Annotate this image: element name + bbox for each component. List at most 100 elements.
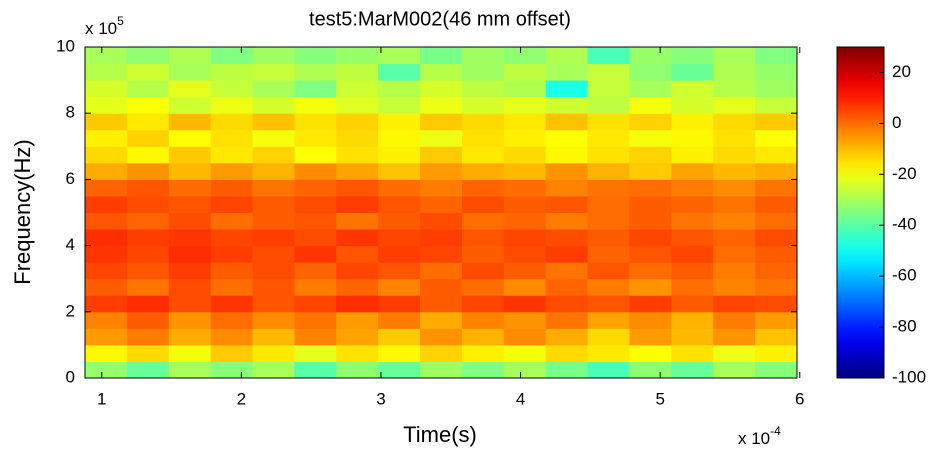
cell bbox=[629, 80, 672, 98]
cell bbox=[755, 278, 798, 296]
cell bbox=[378, 361, 421, 379]
cell bbox=[378, 328, 421, 346]
cell bbox=[126, 344, 170, 362]
cell bbox=[629, 179, 672, 197]
chart-title: test5:MarM002(46 mm offset) bbox=[309, 8, 571, 30]
cell bbox=[503, 162, 547, 180]
cell bbox=[126, 361, 170, 379]
cell bbox=[126, 129, 170, 147]
cell bbox=[755, 361, 798, 379]
cell bbox=[587, 80, 630, 98]
cell bbox=[210, 262, 254, 280]
cell bbox=[587, 113, 630, 131]
cell bbox=[126, 47, 170, 65]
cell bbox=[671, 96, 714, 114]
cell bbox=[336, 47, 379, 65]
cell bbox=[671, 229, 714, 247]
cell bbox=[294, 361, 337, 379]
cell bbox=[85, 262, 128, 280]
cell bbox=[755, 212, 798, 230]
x-tick-label: 4 bbox=[516, 389, 525, 408]
cell bbox=[671, 245, 714, 263]
cell bbox=[755, 245, 798, 263]
cell bbox=[461, 212, 505, 230]
cell bbox=[378, 311, 421, 329]
cell bbox=[671, 328, 714, 346]
cell bbox=[210, 195, 254, 213]
cell bbox=[378, 195, 421, 213]
cell bbox=[503, 179, 547, 197]
cell bbox=[168, 344, 212, 362]
cell bbox=[671, 361, 714, 379]
cell bbox=[503, 47, 547, 65]
cell bbox=[503, 195, 547, 213]
cell bbox=[126, 328, 170, 346]
cell bbox=[126, 311, 170, 329]
cell bbox=[503, 63, 547, 81]
cell bbox=[294, 229, 337, 247]
cell bbox=[420, 295, 463, 313]
cell bbox=[713, 295, 756, 313]
cell bbox=[587, 179, 630, 197]
cell bbox=[252, 96, 295, 114]
cell bbox=[252, 328, 295, 346]
cell bbox=[545, 212, 589, 230]
cell bbox=[336, 245, 379, 263]
cell bbox=[168, 262, 212, 280]
cell bbox=[336, 146, 379, 164]
cell bbox=[545, 262, 589, 280]
cell bbox=[336, 361, 379, 379]
cell bbox=[210, 311, 254, 329]
x-tick-label: 1 bbox=[97, 389, 106, 408]
x-multiplier-exp: -4 bbox=[770, 424, 781, 438]
cell bbox=[545, 344, 589, 362]
cell bbox=[503, 245, 547, 263]
cell bbox=[503, 80, 547, 98]
cell bbox=[420, 129, 463, 147]
cell bbox=[713, 47, 756, 65]
cell bbox=[252, 311, 295, 329]
cell bbox=[420, 113, 463, 131]
cell bbox=[126, 146, 170, 164]
cell bbox=[168, 278, 212, 296]
cell bbox=[671, 162, 714, 180]
cell bbox=[420, 311, 463, 329]
cell bbox=[545, 129, 589, 147]
cell bbox=[336, 96, 379, 114]
cell bbox=[252, 361, 295, 379]
cell bbox=[420, 262, 463, 280]
cell bbox=[755, 344, 798, 362]
cell bbox=[378, 80, 421, 98]
cell bbox=[587, 47, 630, 65]
cell bbox=[378, 47, 421, 65]
cell bbox=[503, 96, 547, 114]
cell bbox=[587, 195, 630, 213]
cell bbox=[420, 146, 463, 164]
cell bbox=[126, 245, 170, 263]
cell bbox=[85, 245, 128, 263]
cell bbox=[85, 295, 128, 313]
cell bbox=[210, 146, 254, 164]
cell bbox=[168, 328, 212, 346]
cell bbox=[461, 278, 505, 296]
cell bbox=[671, 212, 714, 230]
y-multiplier: x 105 bbox=[85, 14, 124, 38]
cell bbox=[503, 344, 547, 362]
cell bbox=[294, 344, 337, 362]
cell bbox=[378, 229, 421, 247]
cell bbox=[587, 245, 630, 263]
cell bbox=[755, 63, 798, 81]
cell bbox=[420, 179, 463, 197]
cell bbox=[85, 195, 128, 213]
cell bbox=[420, 96, 463, 114]
cell bbox=[336, 162, 379, 180]
cell bbox=[671, 179, 714, 197]
cell bbox=[503, 113, 547, 131]
cell bbox=[85, 129, 128, 147]
cell bbox=[629, 113, 672, 131]
cell bbox=[503, 262, 547, 280]
cell bbox=[629, 146, 672, 164]
cell bbox=[126, 80, 170, 98]
cell bbox=[210, 96, 254, 114]
cell bbox=[168, 146, 212, 164]
